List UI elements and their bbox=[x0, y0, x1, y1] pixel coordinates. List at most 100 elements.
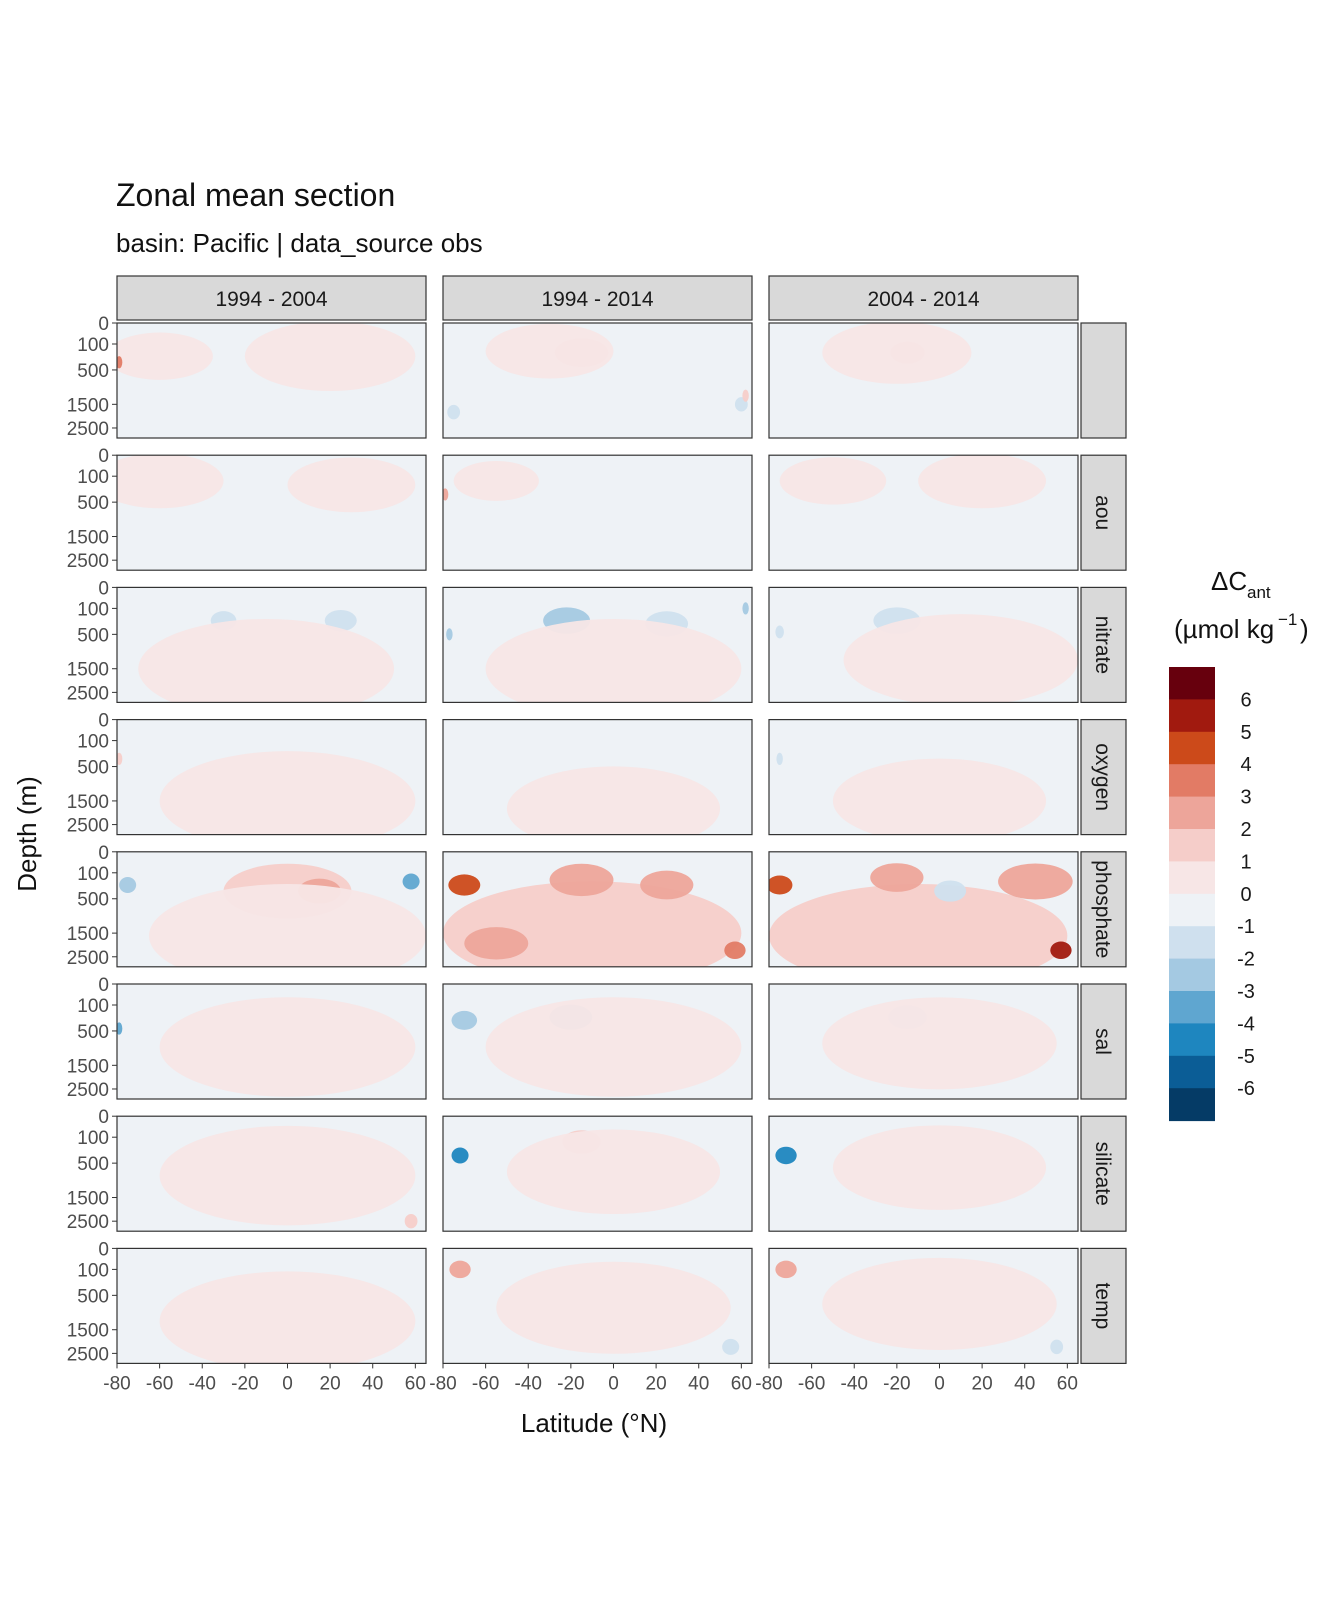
anomaly-patch bbox=[998, 863, 1073, 900]
panel-border bbox=[116, 718, 427, 836]
panel-border bbox=[116, 851, 427, 968]
anomaly-patch bbox=[485, 997, 742, 1097]
section-panel bbox=[768, 851, 1079, 968]
y-tick-label: 2500 bbox=[67, 948, 109, 969]
anomaly-patch bbox=[451, 1147, 469, 1164]
x-tick-label: -60 bbox=[798, 1373, 825, 1394]
anomaly-patch bbox=[451, 1010, 478, 1030]
colorbar-legend: ΔC ant (µmol kg −1) 6 5 4 3 2 1 0 -1 -2 -3 -4 -5 -6 bbox=[1169, 566, 1309, 1122]
row-strip: temp bbox=[1080, 1247, 1127, 1365]
section-panel bbox=[442, 454, 753, 571]
colorbar-bin bbox=[1169, 1023, 1215, 1057]
row-strip-label: temp bbox=[1091, 1283, 1114, 1330]
anomaly-patch bbox=[117, 356, 123, 369]
y-tick-label: 500 bbox=[77, 1154, 109, 1175]
y-tick-label: 500 bbox=[77, 758, 109, 779]
x-tick-label: 60 bbox=[1057, 1373, 1078, 1394]
panel-border bbox=[768, 851, 1079, 968]
y-tick-label: 500 bbox=[77, 493, 109, 514]
anomaly-patch bbox=[775, 1260, 797, 1279]
anomaly-patch bbox=[769, 884, 1068, 967]
section-panel bbox=[768, 983, 1079, 1100]
column-strip: 1994 - 2004 bbox=[116, 275, 427, 321]
anomaly-patch bbox=[117, 455, 224, 509]
y-tick-label: 1500 bbox=[67, 660, 109, 681]
colorbar-bin bbox=[1169, 893, 1215, 927]
x-tick-label: 20 bbox=[972, 1373, 993, 1394]
row-strip bbox=[1080, 322, 1127, 439]
y-tick-label: 2500 bbox=[67, 1080, 109, 1101]
colorbar-bin bbox=[1169, 958, 1215, 992]
panel-border bbox=[116, 322, 427, 439]
section-panel bbox=[116, 322, 427, 439]
y-tick-label: 500 bbox=[77, 361, 109, 382]
y-axis-label: Depth (m) bbox=[12, 776, 42, 892]
x-tick-label: 0 bbox=[934, 1373, 945, 1394]
section-panel bbox=[768, 322, 1079, 439]
section-panel bbox=[768, 454, 1079, 571]
section-panel bbox=[442, 1247, 753, 1365]
row-strip: silicate bbox=[1080, 1115, 1127, 1232]
anomaly-patch bbox=[324, 610, 357, 632]
panel-border bbox=[768, 322, 1079, 439]
chart-title: Zonal mean section bbox=[116, 177, 395, 213]
y-tick-label: 500 bbox=[77, 1022, 109, 1043]
anomaly-patch bbox=[1050, 1339, 1064, 1355]
anomaly-patch bbox=[485, 323, 614, 379]
anomaly-patch bbox=[506, 1129, 721, 1215]
anomaly-patch bbox=[742, 389, 749, 402]
panel-border bbox=[116, 454, 427, 571]
anomaly-patch bbox=[843, 614, 1078, 703]
section-panel bbox=[768, 586, 1079, 704]
row-strip: phosphate bbox=[1080, 851, 1127, 968]
panel-border bbox=[768, 454, 1079, 571]
x-tick-label: 60 bbox=[405, 1373, 426, 1394]
panel-border bbox=[442, 586, 753, 704]
legend-unit-close: ) bbox=[1300, 614, 1309, 644]
row-strip-label: phosphate bbox=[1091, 860, 1114, 958]
colorbar-bin bbox=[1169, 926, 1215, 960]
column-strip-label: 1994 - 2014 bbox=[541, 288, 653, 311]
colorbar-bin bbox=[1169, 731, 1215, 765]
x-tick-label: -60 bbox=[146, 1373, 173, 1394]
legend-title: ΔC bbox=[1211, 566, 1247, 596]
panel-border bbox=[768, 718, 1079, 836]
panel-border bbox=[442, 718, 753, 836]
anomaly-patch bbox=[117, 752, 123, 765]
panel-border bbox=[768, 586, 1079, 704]
x-tick-label: 40 bbox=[362, 1373, 383, 1394]
anomaly-patch bbox=[776, 752, 783, 765]
colorbar-bin bbox=[1169, 1088, 1215, 1122]
anomaly-patch bbox=[496, 1261, 731, 1354]
colorbar-bin bbox=[1169, 1055, 1215, 1089]
row-strip: sal bbox=[1080, 983, 1127, 1100]
section-panel bbox=[442, 718, 753, 836]
anomaly-patch bbox=[244, 323, 416, 392]
anomaly-patch bbox=[448, 874, 481, 896]
colorbar-bin bbox=[1169, 699, 1215, 733]
anomaly-patch bbox=[918, 455, 1047, 509]
anomaly-patch bbox=[159, 1271, 416, 1364]
y-tick-label: 1500 bbox=[67, 924, 109, 945]
panel-border bbox=[768, 1115, 1079, 1232]
anomaly-patch bbox=[453, 460, 539, 501]
colorbar-label: -6 bbox=[1237, 1078, 1255, 1100]
column-strip: 1994 - 2014 bbox=[442, 275, 753, 321]
colorbar-label: -1 bbox=[1237, 916, 1255, 938]
legend-title-subscript: ant bbox=[1247, 583, 1271, 602]
section-panel bbox=[116, 983, 427, 1100]
y-tick-label: 0 bbox=[98, 446, 109, 467]
y-tick-label: 2500 bbox=[67, 816, 109, 837]
colorbar-label: 0 bbox=[1240, 884, 1251, 906]
y-tick-label: 0 bbox=[98, 578, 109, 599]
anomaly-patch bbox=[159, 997, 416, 1097]
chart-subtitle: basin: Pacific | data_source obs bbox=[116, 228, 483, 258]
y-tick-label: 1500 bbox=[67, 528, 109, 549]
panel-border bbox=[768, 983, 1079, 1100]
anomaly-patch bbox=[449, 1260, 471, 1279]
x-tick-label: -40 bbox=[189, 1373, 216, 1394]
colorbar-label: 6 bbox=[1240, 689, 1251, 711]
y-tick-label: 100 bbox=[77, 335, 109, 356]
section-panel bbox=[768, 718, 1079, 836]
column-strip-label: 2004 - 2014 bbox=[867, 288, 979, 311]
